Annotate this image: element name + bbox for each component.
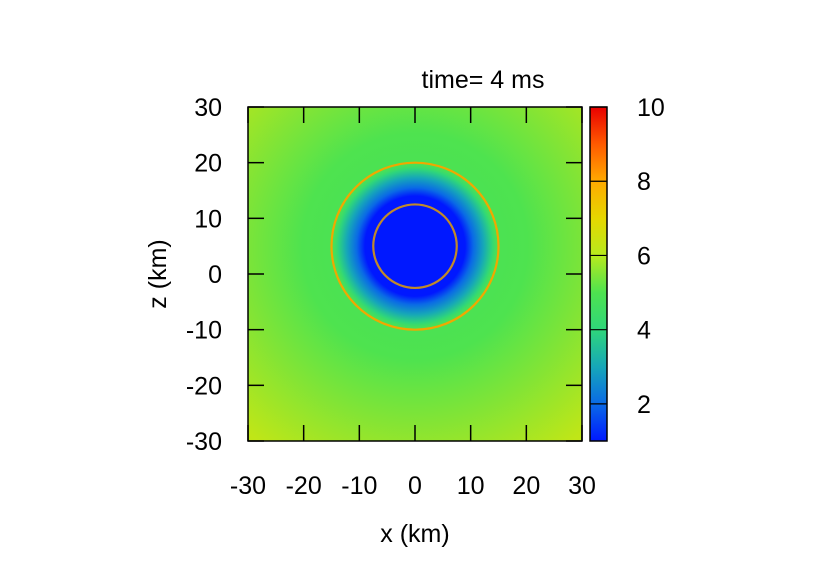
contour-lines [330,161,500,331]
y-axis: -30 -20 -10 0 10 20 30 [186,94,582,456]
x-tick-label: 20 [512,472,540,500]
colorbar [589,106,608,442]
y-tick-label: 20 [194,150,222,178]
x-tick-label: 0 [408,472,422,500]
colorbar-tick-label: 10 [637,94,665,122]
contour-ring-2 [372,203,458,290]
x-axis: -30 -20 -10 0 10 20 30 [230,107,596,500]
contour-ring-1 [330,161,500,331]
plot-area [248,107,582,441]
y-tick-label: 10 [194,205,222,233]
x-tick-label: 30 [568,472,596,500]
y-tick-label: 30 [194,94,222,122]
x-tick-label: 10 [457,472,485,500]
chart-title: time= 4 ms [422,66,545,94]
y-tick-label: -20 [186,372,222,400]
y-tick-label: -30 [186,428,222,456]
y-tick-label: 0 [208,261,222,289]
x-tick-label: -10 [341,472,377,500]
y-axis-label: z (km) [144,239,172,308]
y-tick-label: -10 [186,317,222,345]
colorbar-ticks: 2 4 6 8 10 [590,94,665,419]
colorbar-tick-label: 8 [637,168,651,196]
colorbar-tick-label: 2 [637,391,651,419]
x-axis-label: x (km) [380,520,449,548]
x-tick-label: -20 [286,472,322,500]
colorbar-tick-label: 6 [637,242,651,270]
heatmap-core [331,162,499,330]
colorbar-tick-label: 4 [637,317,651,345]
x-tick-label: -30 [230,472,266,500]
